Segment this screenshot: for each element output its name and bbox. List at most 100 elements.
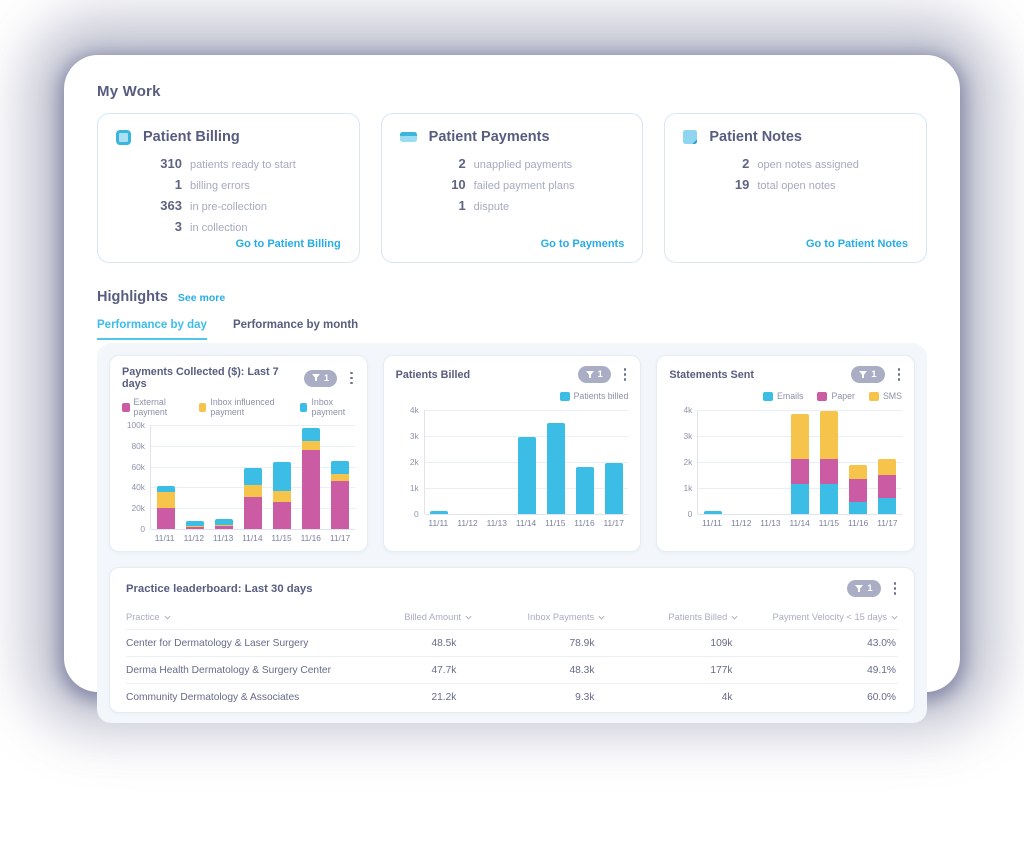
see-more-link[interactable]: See more: [177, 292, 226, 304]
statements-sent-chart-card: Statements Sent 1 Emails Paper SMS 4k 3k 2k 1…: [656, 355, 916, 552]
page-title: My Work: [97, 83, 161, 100]
bar-segment: [878, 459, 897, 476]
column-header-sort[interactable]: Inbox Payments: [472, 612, 605, 622]
x-axis-label: 11/14: [789, 518, 810, 528]
go-to-payments-link[interactable]: Go to Payments: [540, 238, 625, 250]
legend-swatch: [198, 402, 207, 412]
table-cell: 177k: [710, 664, 733, 676]
bar-11/14: [791, 413, 810, 514]
highlights-title: Highlights: [97, 289, 168, 305]
table-cell: 4k: [721, 691, 733, 703]
stat-label: total open notes: [757, 180, 836, 192]
stat-row: 1 dispute: [430, 198, 625, 213]
y-axis-label: 0: [414, 509, 419, 519]
leaderboard-title: Practice leaderboard: Last 30 days: [126, 582, 313, 595]
x-axis-label: 11/17: [877, 518, 898, 528]
y-axis-label: 1k: [683, 483, 693, 493]
legend-label: Paper: [831, 391, 855, 401]
kebab-menu-icon[interactable]: [896, 366, 903, 383]
tab-performance-by-month[interactable]: Performance by month: [232, 319, 359, 331]
table-cell: 109k: [710, 637, 733, 649]
column-header-sort[interactable]: Billed Amount: [357, 612, 472, 622]
y-axis-label: 3k: [409, 431, 419, 441]
payments-collected-chart-card: Payments Collected ($): Last 7 days 1 Ex…: [109, 355, 368, 552]
chart-legend: Patients billed: [396, 390, 628, 402]
bar-segment: [604, 463, 623, 514]
x-axis-label: 11/12: [731, 518, 752, 528]
column-header-sort[interactable]: Payment Velocity < 15 days: [738, 612, 898, 622]
y-axis-label: 4k: [409, 405, 419, 415]
bar-segment: [156, 508, 175, 529]
filter-count: 1: [323, 372, 330, 384]
card-title: Patient Notes: [709, 129, 803, 145]
tab-performance-by-day[interactable]: Performance by day: [97, 319, 207, 340]
bar-segment: [517, 437, 536, 514]
filter-pill[interactable]: 1: [847, 580, 881, 597]
kebab-menu-icon[interactable]: [622, 366, 629, 383]
legend-swatch: [559, 391, 570, 401]
payments-icon: [399, 132, 417, 142]
gridline: [151, 529, 355, 530]
x-axis-label: 11/15: [545, 518, 566, 528]
legend-label: External payment: [133, 397, 168, 417]
stacked-bar-chart: 100k 80k 60k 40k 20k 0: [122, 420, 355, 534]
gridline: [424, 410, 629, 411]
filter-count: 1: [867, 583, 873, 594]
funnel-icon: [585, 370, 594, 378]
stat-value: 3: [174, 219, 182, 234]
table-cell: 48.3k: [569, 664, 595, 676]
stat-value: 1: [458, 198, 466, 213]
y-axis-label: 0: [687, 509, 693, 519]
filter-pill[interactable]: 1: [303, 369, 338, 387]
stat-row: 19 total open notes: [713, 177, 908, 192]
y-axis-label: 2k: [409, 457, 419, 467]
filter-pill[interactable]: 1: [577, 366, 611, 383]
y-axis-label: 4k: [683, 405, 693, 415]
legend-item: Inbox payment: [300, 397, 355, 417]
bar-segment: [820, 484, 839, 514]
stat-label: failed payment plans: [473, 180, 575, 192]
y-axis-label: 2k: [683, 457, 693, 467]
stat-row: 2 open notes assigned: [713, 156, 908, 171]
go-to-patient-notes-link[interactable]: Go to Patient Notes: [805, 238, 909, 250]
column-header-sort[interactable]: Practice: [126, 612, 357, 622]
x-axis-label: 11/16: [574, 518, 595, 528]
bar-segment: [243, 497, 262, 529]
go-to-patient-billing-link[interactable]: Go to Patient Billing: [235, 238, 341, 250]
gridline: [698, 410, 903, 411]
legend-item: External payment: [122, 397, 185, 417]
legend-swatch: [763, 391, 774, 401]
patient-notes-card: Patient Notes 2 open notes assigned 19 t…: [664, 113, 928, 263]
stat-label: dispute: [473, 201, 510, 213]
y-axis-label: 40k: [131, 482, 145, 493]
bar-11/15: [272, 462, 291, 529]
bar-segment: [331, 474, 350, 481]
bar-segment: [272, 462, 291, 491]
bar-11/16: [849, 464, 868, 514]
highlights-header: Highlights See more: [97, 289, 927, 305]
kebab-menu-icon[interactable]: [892, 580, 899, 597]
gridline: [424, 514, 629, 515]
stat-row: 3 in collection: [146, 219, 341, 234]
bar-11/14: [243, 468, 262, 529]
table-cell: 21.2k: [431, 691, 457, 703]
card-title: Patient Payments: [428, 129, 550, 145]
bar-segment: [302, 428, 321, 442]
gridline: [151, 466, 355, 468]
bar-segment: [849, 502, 868, 514]
y-axis-label: 20k: [131, 503, 145, 514]
column-header-sort[interactable]: Patients Billed: [605, 612, 738, 622]
stat-row: 310 patients ready to start: [146, 156, 341, 171]
kebab-menu-icon[interactable]: [348, 370, 355, 387]
legend-item: Patients billed: [559, 390, 628, 402]
y-axis-label: 80k: [131, 440, 145, 451]
table-cell: 49.1%: [867, 664, 896, 676]
x-axis-label: 11/14: [242, 533, 263, 543]
legend-item: SMS: [868, 390, 902, 402]
card-title: Patient Billing: [143, 129, 240, 145]
bar-segment: [302, 441, 321, 450]
bar-11/16: [575, 467, 594, 514]
filter-pill[interactable]: 1: [851, 366, 885, 383]
x-axis-label: 11/15: [271, 533, 292, 543]
bar-segment: [430, 511, 449, 514]
